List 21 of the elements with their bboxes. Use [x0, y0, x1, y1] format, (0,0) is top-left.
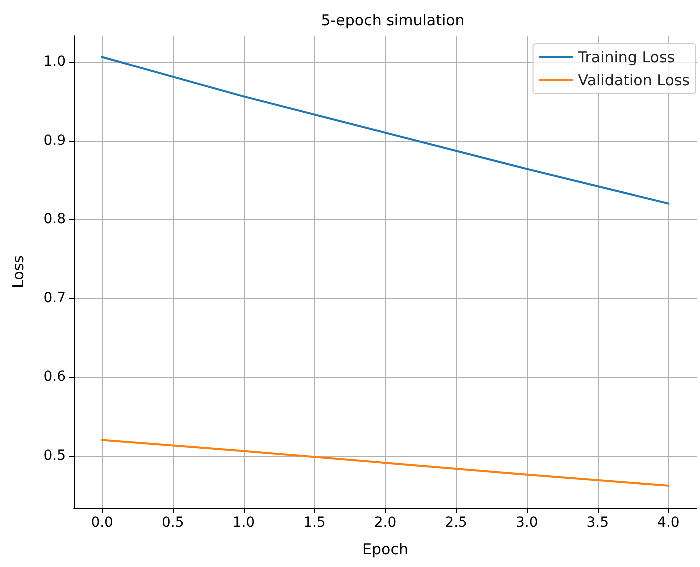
x-tick-label: 3.0 [516, 515, 538, 531]
y-tick-label: 0.8 [44, 212, 66, 228]
x-tick-label: 2.0 [374, 515, 397, 531]
y-axis-title: Loss [10, 255, 28, 288]
x-tick-label: 1.5 [304, 515, 326, 531]
y-tick-label: 0.7 [44, 290, 66, 306]
y-tick-label: 0.9 [44, 132, 66, 149]
x-tick-label: 0.0 [91, 515, 114, 531]
legend-label: Training Loss [577, 48, 676, 66]
x-tick-label: 1.0 [232, 515, 256, 531]
y-tick-label: 1.0 [44, 54, 66, 70]
legend-label: Validation Loss [578, 72, 690, 90]
x-axis-title: Epoch [362, 540, 408, 558]
y-tick-label: 0.6 [44, 369, 66, 386]
y-tick-label: 0.5 [44, 448, 66, 464]
x-tick-label: 0.5 [162, 515, 184, 531]
x-tick-label: 3.5 [586, 515, 610, 531]
line-series [101, 439, 670, 487]
chart-title: 5-epoch simulation [321, 12, 465, 30]
x-tick-label: 2.5 [445, 515, 468, 531]
x-tick-label: 4.0 [658, 515, 680, 531]
